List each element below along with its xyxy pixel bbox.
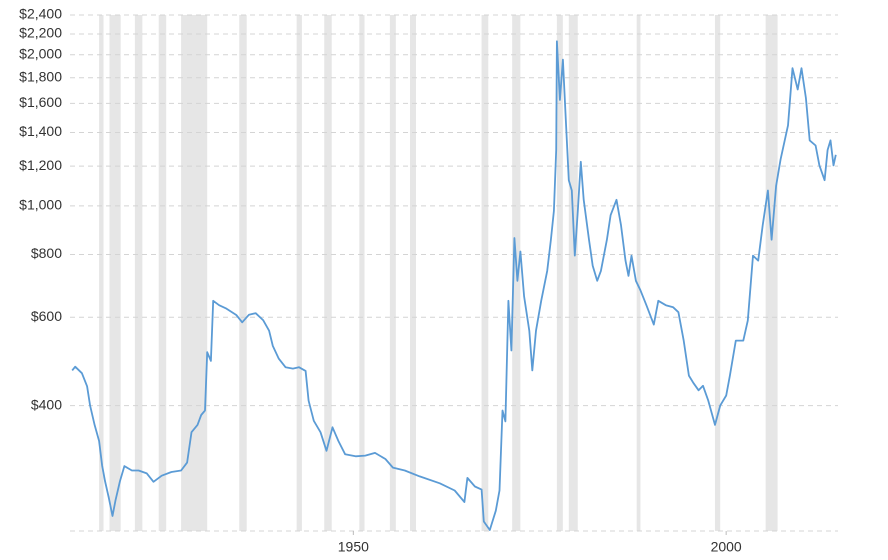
recession-band (99, 15, 104, 531)
recession-band (636, 15, 641, 531)
recession-band (109, 15, 121, 531)
recession-band (556, 15, 563, 531)
y-tick-label: $1,200 (19, 157, 62, 173)
recession-band (181, 15, 208, 531)
recession-band (714, 15, 721, 531)
x-tick-label: 2000 (711, 539, 742, 555)
y-tick-label: $1,600 (19, 94, 62, 110)
y-tick-label: $2,000 (19, 45, 62, 61)
y-tick-label: $800 (31, 245, 62, 261)
y-tick-label: $1,000 (19, 197, 62, 213)
recession-band (389, 15, 396, 531)
recession-band (134, 15, 143, 531)
recession-band (324, 15, 332, 531)
x-tick-label: 1950 (338, 539, 369, 555)
recession-band (481, 15, 489, 531)
y-tick-label: $1,800 (19, 68, 62, 84)
y-tick-label: $600 (31, 308, 62, 324)
y-tick-label: $2,200 (19, 25, 62, 41)
recession-band (359, 15, 365, 531)
y-tick-label: $2,400 (19, 6, 62, 22)
recession-band (158, 15, 167, 531)
recession-band (765, 15, 778, 531)
recession-band (410, 15, 416, 531)
y-tick-label: $400 (31, 396, 62, 412)
recession-band (296, 15, 302, 531)
recession-band (239, 15, 247, 531)
y-tick-label: $1,400 (19, 123, 62, 139)
recession-band (568, 15, 578, 531)
price-line (71, 40, 837, 531)
